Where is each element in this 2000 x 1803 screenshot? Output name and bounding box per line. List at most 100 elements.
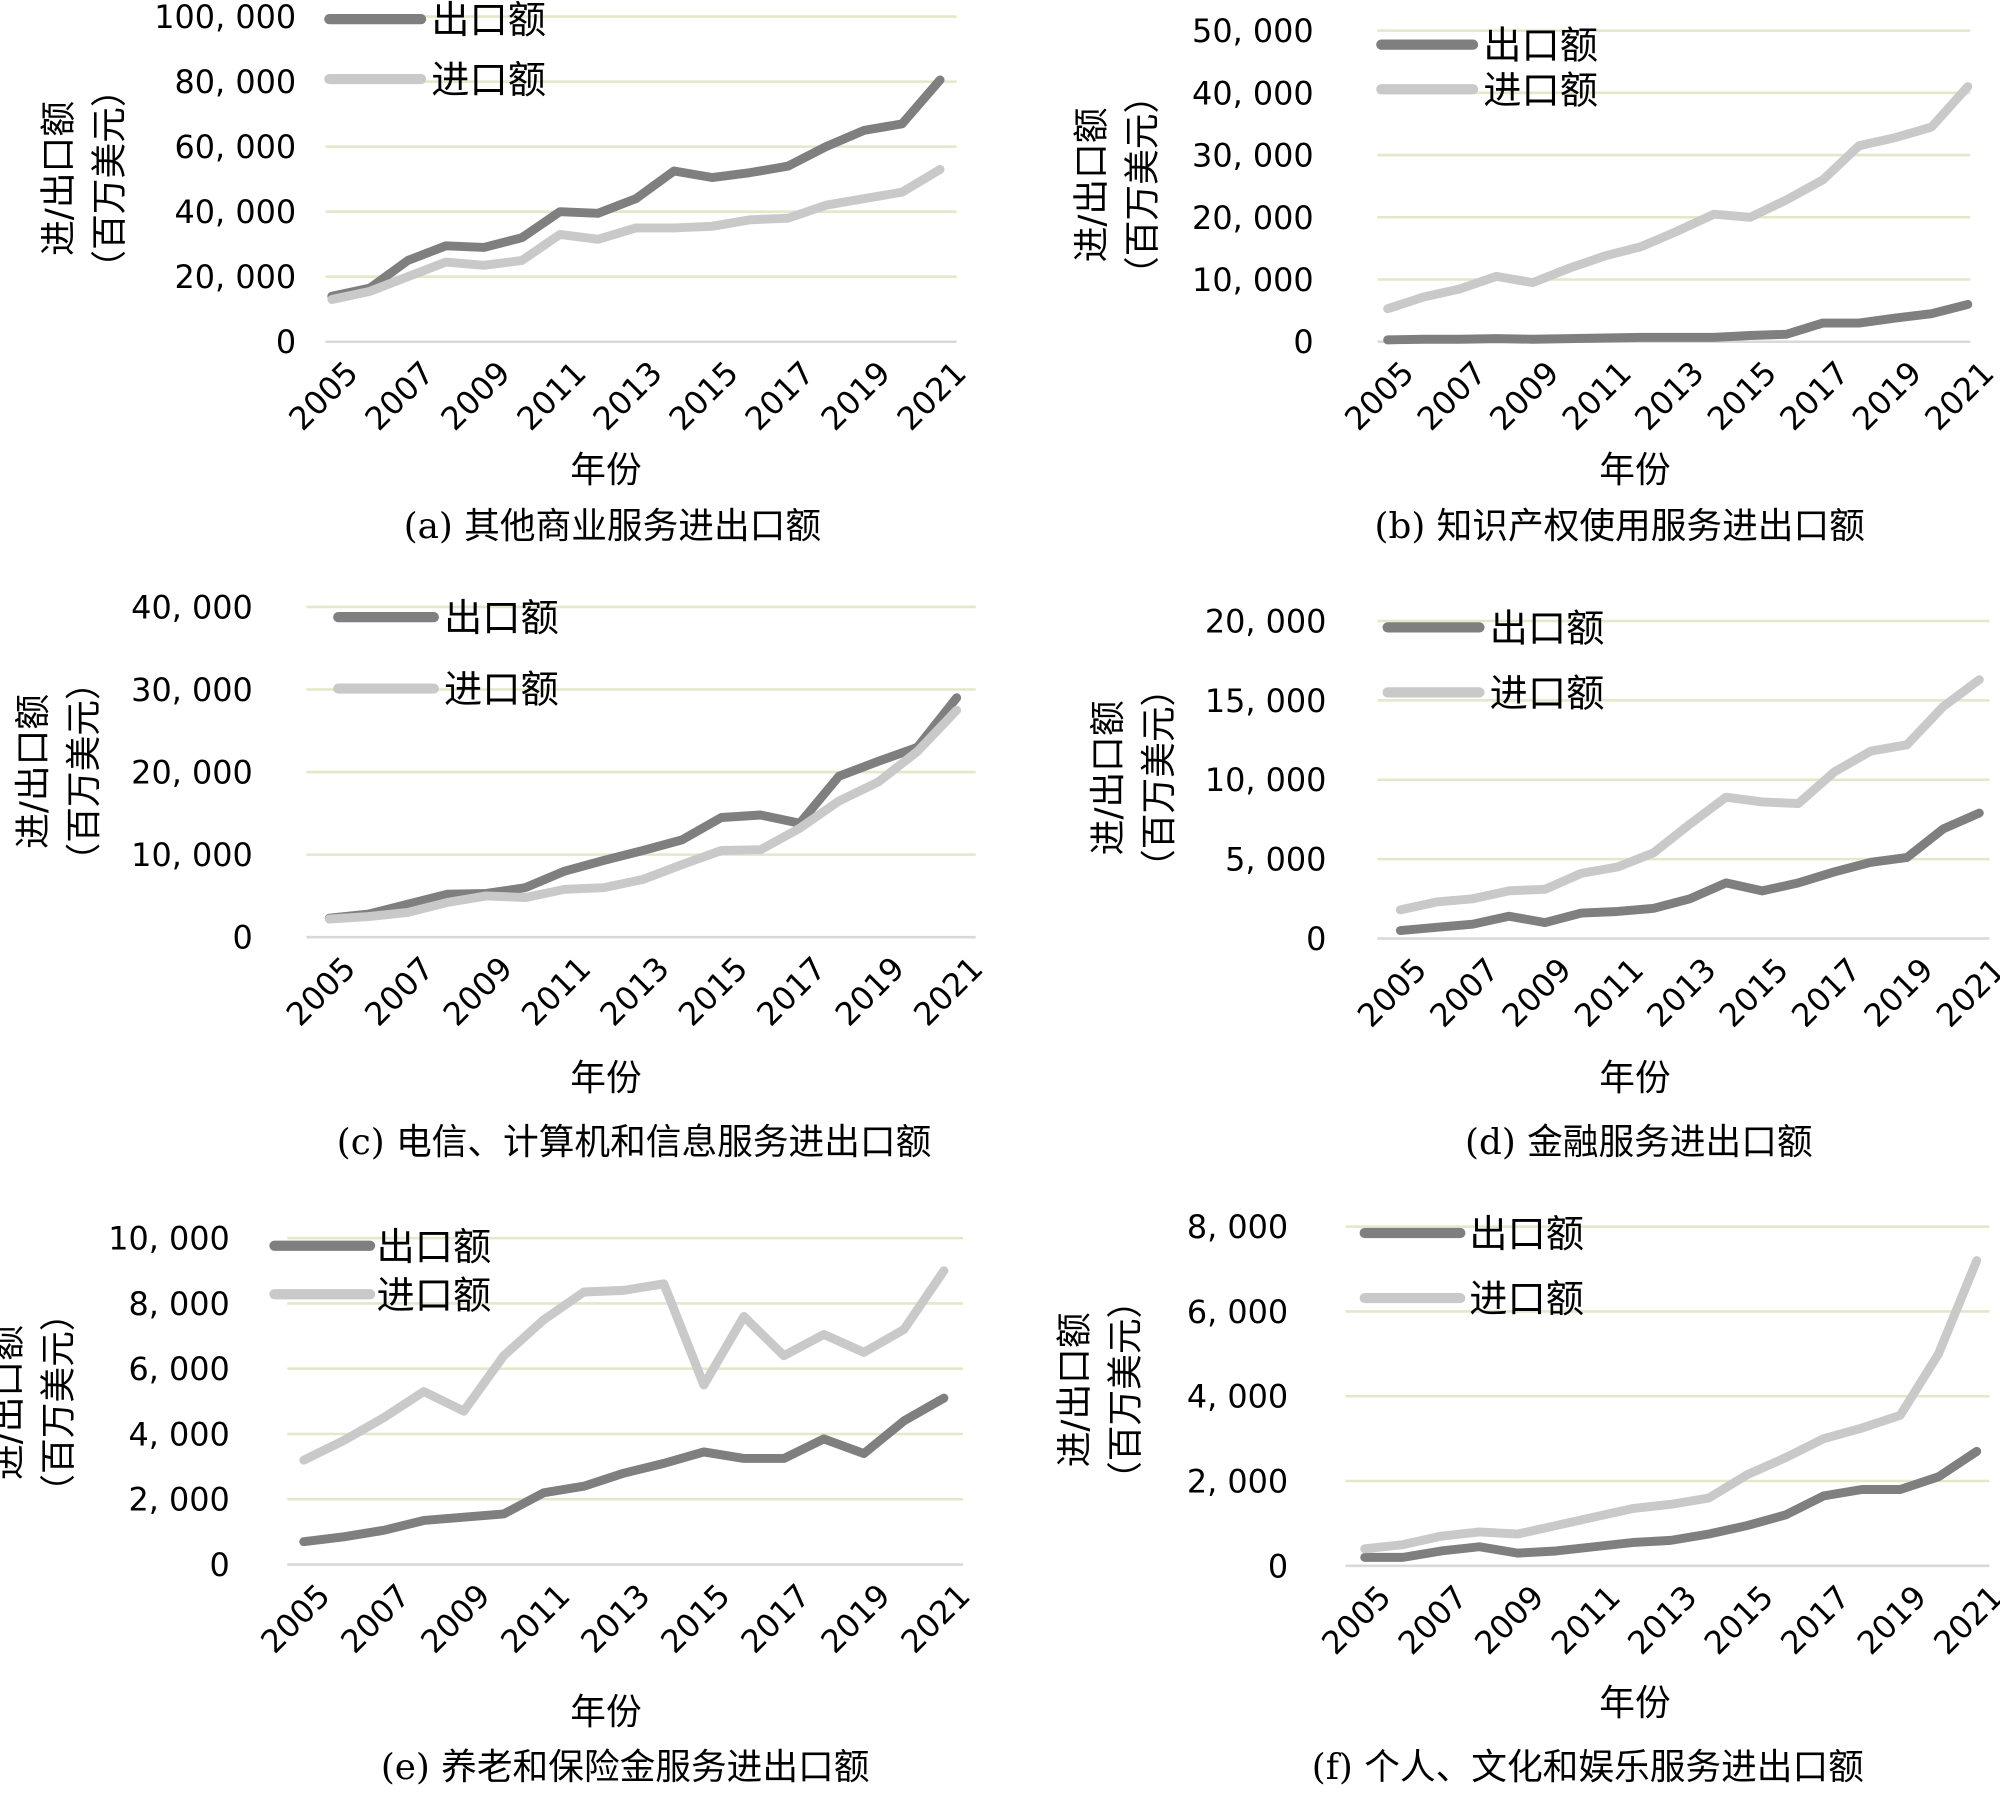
legend-label: 进口额 <box>376 1273 491 1318</box>
x-tick-label: 2019 <box>1850 1578 1934 1662</box>
x-tick-label: 2009 <box>436 949 520 1033</box>
y-axis-label: 进/出口额 <box>1055 1312 1096 1467</box>
y-tick-label: 5, 000 <box>1225 841 1326 879</box>
y-tick-label: 40, 000 <box>131 588 253 626</box>
legend-label: 进口额 <box>431 58 546 103</box>
x-tick-label: 2021 <box>1926 1578 2000 1662</box>
y-tick-label: 30, 000 <box>1192 137 1314 175</box>
x-tick-label: 2021 <box>893 1576 977 1660</box>
series-line-import <box>1395 675 1984 915</box>
series-line-import <box>324 705 962 924</box>
x-tick-label: 2015 <box>1697 1578 1781 1662</box>
series-line-export <box>1383 299 1973 345</box>
y-tick-label: 0 <box>1306 920 1326 958</box>
y-tick-label: 0 <box>276 323 296 361</box>
x-tick-label: 2019 <box>813 1576 897 1660</box>
legend-label: 进口额 <box>1490 671 1605 716</box>
x-tick-label: 2007 <box>1422 950 1506 1034</box>
x-axis-label: 年份 <box>570 1692 641 1733</box>
x-tick-label: 2021 <box>1929 950 2000 1034</box>
x-tick-label: 2019 <box>814 354 898 438</box>
y-axis-label: 进/出口额 <box>0 1325 28 1480</box>
x-tick-label: 2009 <box>1467 1578 1551 1662</box>
y-tick-label: 30, 000 <box>131 671 253 709</box>
chart-caption: (f) 个人、文化和娱乐服务进出口额 <box>1312 1747 1864 1788</box>
x-tick-label: 2007 <box>357 354 441 438</box>
series-line-export <box>1395 808 1984 936</box>
x-tick-label: 2007 <box>357 949 441 1033</box>
y-tick-label: 0 <box>210 1546 230 1584</box>
x-tick-label: 2005 <box>281 354 365 438</box>
legend-label: 出口额 <box>1483 24 1598 69</box>
y-tick-label: 20, 000 <box>131 754 253 792</box>
x-axis-label: 年份 <box>1599 1058 1670 1099</box>
x-axis-label: 年份 <box>570 1058 641 1099</box>
chart-c: 0 10, 000 20, 000 30, 000 40, 000 20052007200… <box>13 588 990 1163</box>
chart-caption: (b) 知识产权使用服务进出口额 <box>1375 506 1865 547</box>
series-line-export <box>327 75 945 301</box>
y-tick-label: 10, 000 <box>131 836 253 874</box>
x-tick-label: 2013 <box>1639 950 1723 1034</box>
y-axis-label: （百万美元） <box>64 664 105 878</box>
chart-caption: (d) 金融服务进出口额 <box>1465 1122 1813 1163</box>
x-tick-label: 2011 <box>509 354 593 438</box>
y-tick-label: 20, 000 <box>175 258 297 296</box>
x-tick-label: 2009 <box>413 1576 497 1660</box>
legend-label: 进口额 <box>444 668 559 713</box>
y-tick-label: 80, 000 <box>175 63 297 101</box>
x-tick-label: 2013 <box>592 949 676 1033</box>
x-tick-label: 2011 <box>493 1576 577 1660</box>
series-line-import <box>327 164 945 304</box>
series-line-import <box>1383 82 1973 314</box>
y-tick-label: 15, 000 <box>1205 682 1327 720</box>
chart-a: 0 20, 000 40, 000 60, 000 80, 000 100, 000 200… <box>38 0 973 547</box>
y-axis-label: （百万美元） <box>38 1296 79 1510</box>
x-tick-label: 2011 <box>1567 950 1651 1034</box>
y-tick-label: 4, 000 <box>1187 1378 1288 1416</box>
x-tick-label: 2017 <box>1773 1578 1857 1662</box>
y-tick-label: 0 <box>1268 1547 1288 1585</box>
x-tick-label: 2013 <box>1627 354 1711 438</box>
y-tick-label: 40, 000 <box>175 193 297 231</box>
series-line-export <box>299 1393 949 1547</box>
x-tick-label: 2017 <box>1772 354 1856 438</box>
y-axis-label: 进/出口额 <box>38 101 79 256</box>
x-tick-label: 2011 <box>1555 354 1639 438</box>
y-tick-label: 100, 000 <box>154 0 296 36</box>
y-tick-label: 2, 000 <box>128 1481 229 1519</box>
x-tick-label: 2009 <box>1495 950 1579 1034</box>
x-tick-label: 2009 <box>433 354 517 438</box>
x-axis-label: 年份 <box>1599 450 1670 491</box>
legend-label: 出口额 <box>444 596 559 641</box>
y-tick-label: 0 <box>1293 323 1313 361</box>
x-tick-label: 2015 <box>661 354 745 438</box>
x-tick-label: 2021 <box>906 949 990 1033</box>
legend-label: 进口额 <box>1483 68 1598 113</box>
y-tick-label: 10, 000 <box>1192 261 1314 299</box>
x-tick-label: 2007 <box>333 1576 417 1660</box>
x-tick-label: 2017 <box>749 949 833 1033</box>
y-axis-label: （百万美元） <box>89 71 130 285</box>
x-tick-label: 2021 <box>1917 354 2000 438</box>
legend-label: 出口额 <box>431 0 546 43</box>
x-tick-label: 2019 <box>1845 354 1929 438</box>
x-axis-label: 年份 <box>570 450 641 491</box>
x-tick-label: 2017 <box>733 1576 817 1660</box>
x-tick-label: 2019 <box>828 949 912 1033</box>
x-tick-label: 2005 <box>1314 1578 1398 1662</box>
y-axis-label: 进/出口额 <box>13 694 54 849</box>
y-tick-label: 6, 000 <box>1187 1293 1288 1331</box>
chart-caption: (a) 其他商业服务进出口额 <box>404 506 821 547</box>
y-tick-label: 50, 000 <box>1192 12 1314 50</box>
legend-label: 出口额 <box>376 1225 491 1270</box>
y-tick-label: 10, 000 <box>108 1220 230 1258</box>
x-tick-label: 2015 <box>1712 950 1796 1034</box>
y-tick-label: 20, 000 <box>1205 602 1327 640</box>
x-tick-label: 2015 <box>671 949 755 1033</box>
x-tick-label: 2015 <box>1700 354 1784 438</box>
x-tick-label: 2013 <box>1620 1578 1704 1662</box>
y-tick-label: 8, 000 <box>128 1285 229 1323</box>
chart-caption: (c) 电信、计算机和信息服务进出口额 <box>337 1122 932 1163</box>
x-tick-label: 2013 <box>573 1576 657 1660</box>
